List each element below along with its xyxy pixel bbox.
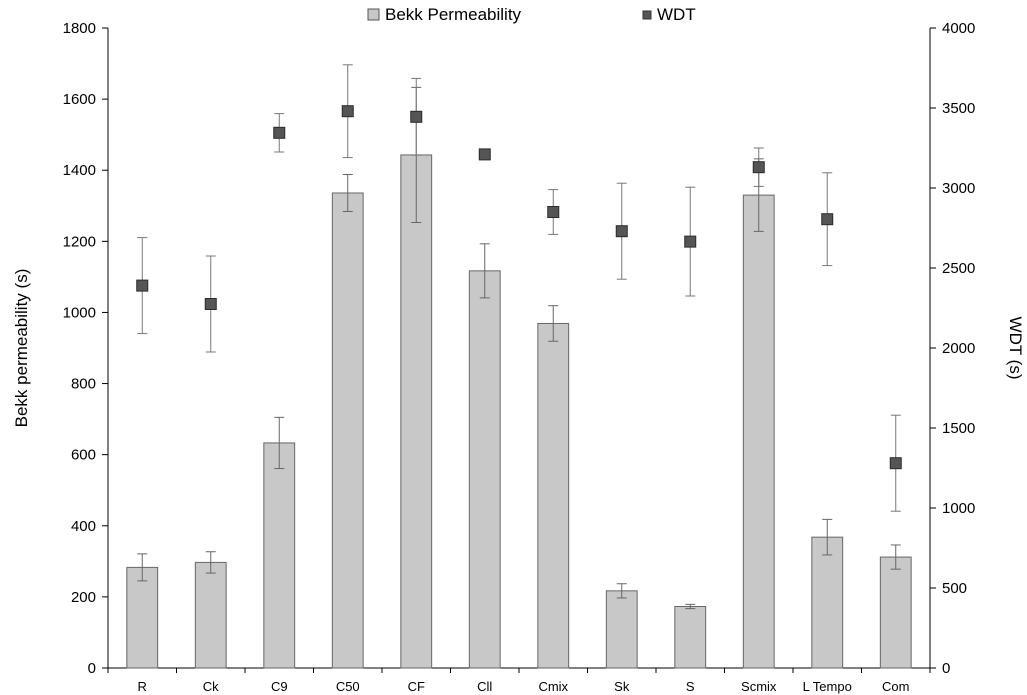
x-tick-label: C9 [271,679,288,694]
x-tick-label: Cmix [538,679,568,694]
y-axis-title-right: WDT (s) [1006,317,1025,380]
bar [331,192,364,669]
wdt-point [615,225,628,238]
x-tick-label: L Tempo [803,679,852,694]
x-tick-label: Ck [203,679,219,694]
y-tick-label-left: 1800 [63,20,96,37]
x-tick-label: CF [408,679,425,694]
wdt-point [478,148,491,161]
x-tick-label: Cll [477,679,492,694]
y-tick-label-left: 200 [71,589,96,606]
y-tick-label-right: 3500 [942,100,975,117]
y-tick-label-left: 400 [71,518,96,535]
bar [605,590,638,669]
bar [537,322,570,669]
y-axis-title-left: Bekk permeability (s) [12,269,31,428]
y-tick-label-right: 0 [942,660,950,677]
bar [400,154,433,669]
bar [811,536,844,669]
wdt-point [684,235,697,248]
y-tick-label-right: 500 [942,580,967,597]
wdt-point [752,161,765,174]
y-tick-label-left: 800 [71,376,96,393]
bar [263,442,296,669]
y-tick-label-right: 4000 [942,20,975,37]
bar [126,566,159,669]
bar [674,605,707,669]
x-tick-label: Scmix [741,679,777,694]
y-tick-label-right: 1000 [942,500,975,517]
bar [468,270,501,669]
x-tick-label: C50 [336,679,360,694]
legend-label-bekk: Bekk Permeability [385,5,522,24]
wdt-point [821,213,834,226]
wdt-point [410,110,423,123]
legend-marker-wdt [642,10,652,20]
legend-label-wdt: WDT [657,5,696,24]
y-tick-label-right: 2500 [942,260,975,277]
y-tick-label-left: 1000 [63,304,96,321]
y-tick-label-right: 1500 [942,420,975,437]
x-tick-label: Com [882,679,909,694]
legend: Bekk Permeability WDT [367,5,696,24]
y-tick-label-left: 1600 [63,91,96,108]
wdt-point [136,279,149,292]
bar [879,556,912,669]
plot-area: 0 200 400 600 800 1000 1200 1400 1600 1800 0 500 100… [63,20,976,694]
legend-swatch-bekk [367,8,380,21]
y-tick-label-left: 1200 [63,233,96,250]
y-tick-label-right: 2000 [942,340,975,357]
bar [194,561,227,669]
x-tick-label: S [686,679,695,694]
y-tick-label-left: 0 [88,660,96,677]
y-tick-label-left: 600 [71,447,96,464]
y-tick-label-right: 3000 [942,180,975,197]
wdt-point [547,206,560,218]
bar [742,194,775,669]
wdt-point [273,126,286,139]
y-tick-label-left: 1400 [63,162,96,179]
x-tick-label: Sk [614,679,630,694]
x-tick-label: R [138,679,147,694]
wdt-point [204,298,217,310]
wdt-point [341,105,354,118]
wdt-point [889,457,902,470]
